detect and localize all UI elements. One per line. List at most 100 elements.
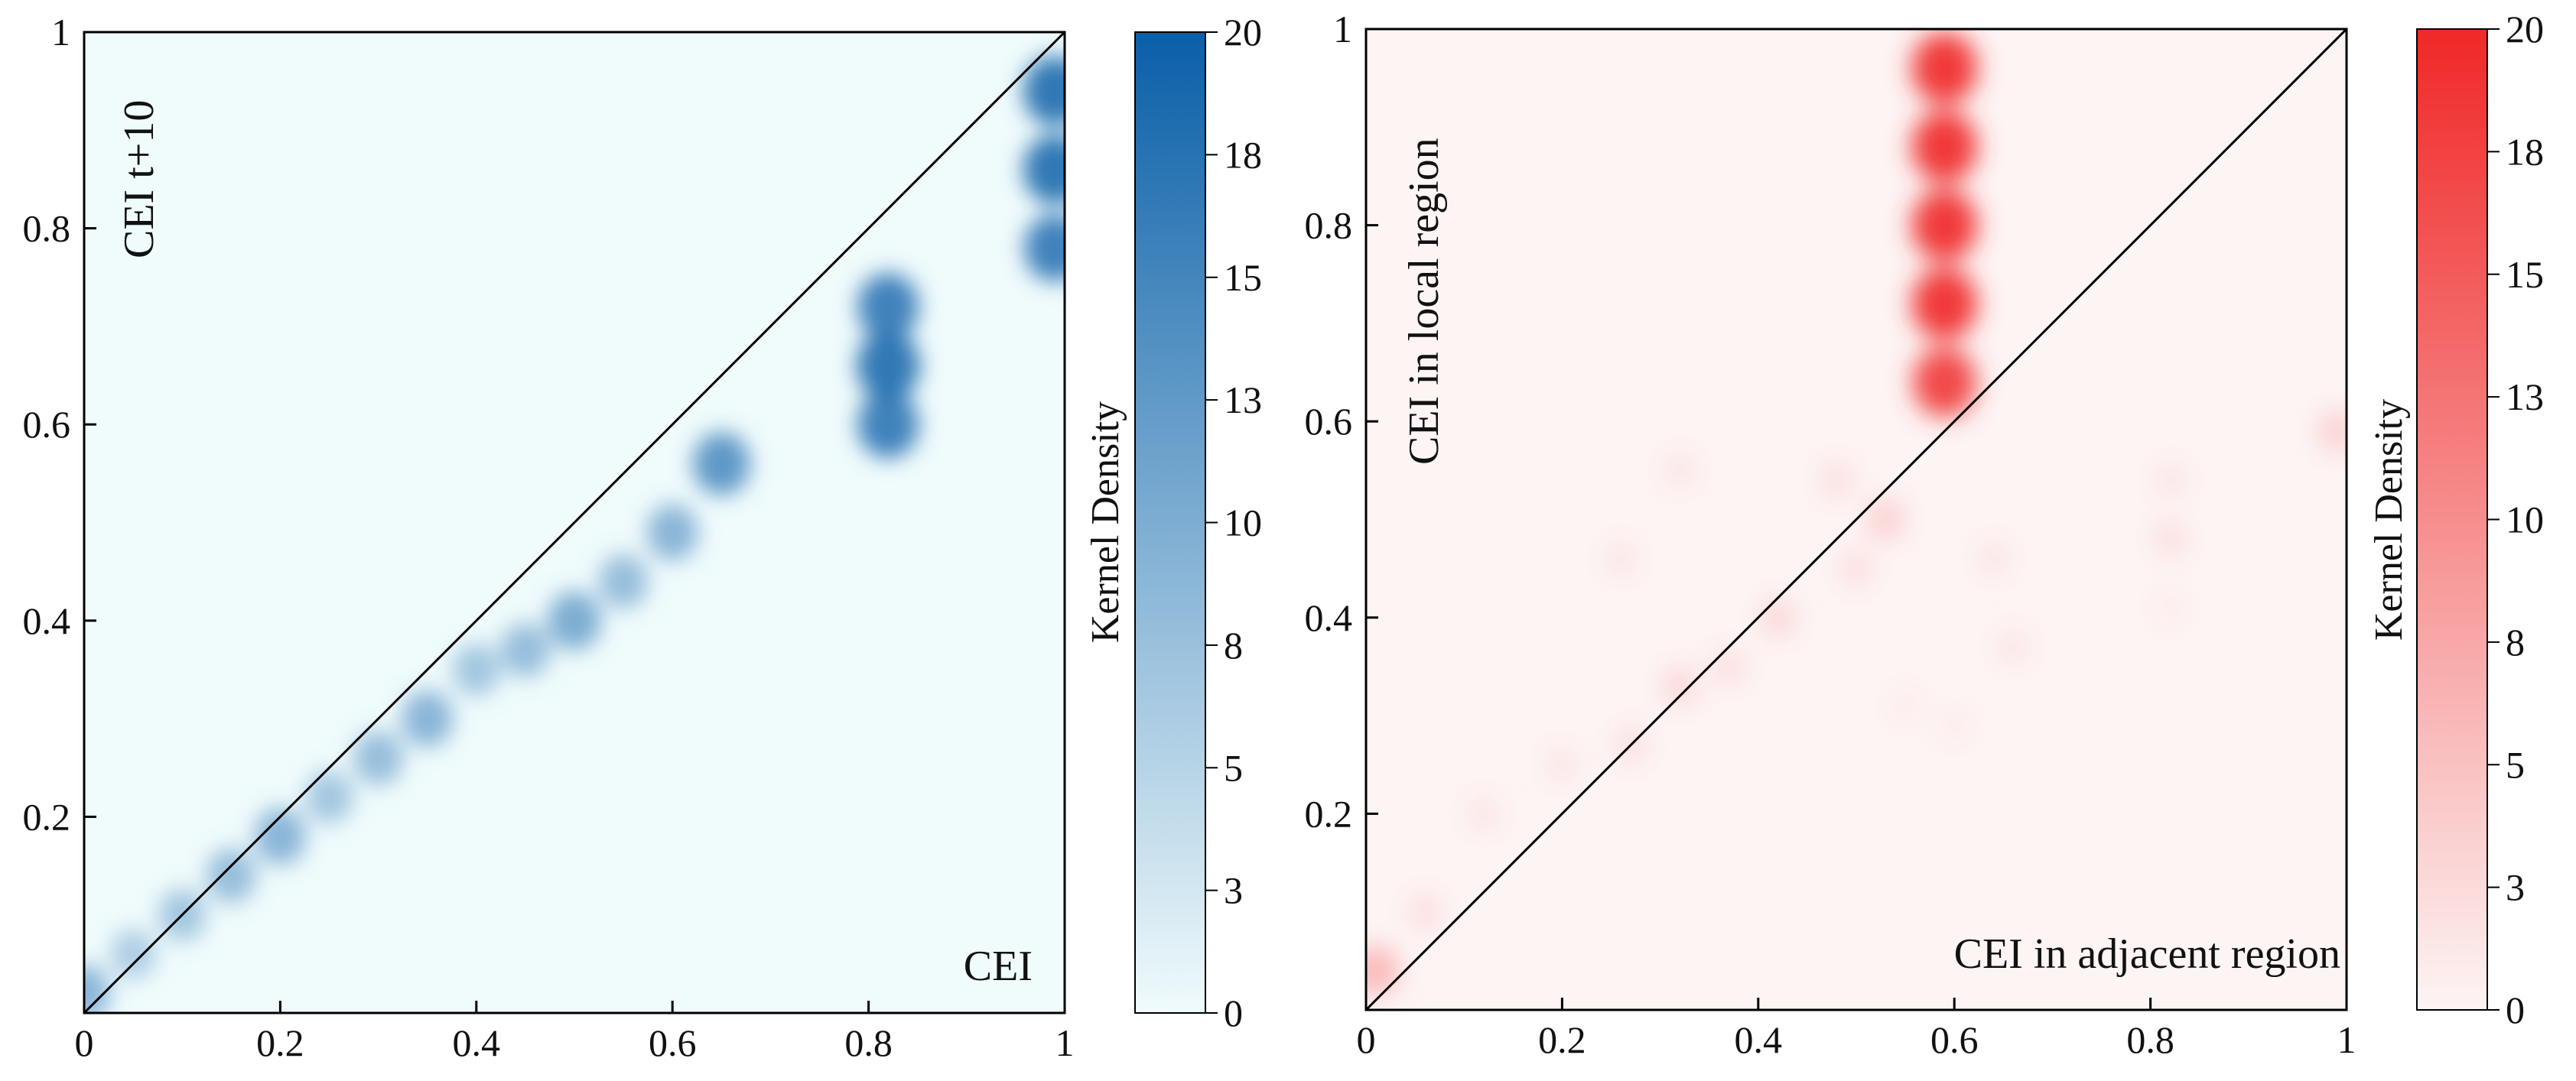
- panel-1-x-tick-label: 0.4: [453, 1021, 501, 1064]
- panel-1-density-point: [110, 929, 156, 979]
- panel-1-y-tick-label: 0.8: [23, 207, 71, 250]
- panel-1-x-tick-label: 0.6: [649, 1021, 697, 1064]
- panel-2-density-point: [1407, 892, 1443, 932]
- panel-2-x-axis-ticks: 0 0.2 0.4 0.6 0.8 1: [1357, 998, 2356, 1061]
- panel-1-colorbar-tick-label: 20: [1224, 11, 1262, 54]
- panel-2-colorbar-tick-label: 8: [2506, 621, 2525, 664]
- panel-1-colorbar-tick-label: 5: [1224, 746, 1243, 789]
- panel-1-density-point: [84, 965, 110, 1013]
- panel-1-x-tick-label: 0.8: [844, 1021, 893, 1064]
- panel-2-colorbar-title: Kernel Density: [2367, 399, 2411, 641]
- panel-2-density-point: [1938, 708, 1970, 743]
- panel-2-density-point: [1911, 189, 1978, 261]
- panel-2-colorbar-tick-label: 15: [2506, 253, 2544, 296]
- panel-1-colorbar-tick-label: 3: [1224, 869, 1243, 912]
- panel-1-density-point: [353, 730, 403, 785]
- panel-2-colorbar-tick-label: 0: [2506, 988, 2525, 1031]
- panel-1-density-layer: [84, 56, 1065, 1013]
- panel-1-density-point: [856, 330, 920, 401]
- panel-1-colorbar-tick-label: 0: [1224, 992, 1243, 1034]
- panel-2: 0 0.2 0.4 0.6 0.8 1 0.2 0.4 0.6 0.8 1 CEI in loca…: [1305, 8, 2545, 1061]
- panel-2-density-point: [2317, 409, 2347, 453]
- panel-2-density-point: [2154, 590, 2186, 625]
- panel-2-diagonal-line: [1364, 28, 2348, 1011]
- panel-2-density-point: [1758, 596, 1797, 638]
- panel-2-x-tick-label: 0.4: [1735, 1018, 1783, 1061]
- panel-2-x-tick-label: 0: [1357, 1018, 1376, 1061]
- panel-2-density-point: [1545, 746, 1579, 784]
- panel-2-colorbar-tick-label: 3: [2506, 866, 2525, 909]
- panel-1-density-point: [1023, 135, 1065, 205]
- panel-1-y-tick-label: 0.6: [23, 403, 71, 446]
- panel-2-y-axis-label: CEI in local region: [1400, 138, 1448, 465]
- panel-1-density-point: [857, 391, 919, 459]
- panel-2-density-point: [1366, 946, 1399, 996]
- panel-2-density-point: [1889, 688, 1921, 723]
- panel-1-y-tick-label: 0.4: [23, 599, 71, 642]
- panel-2-x-tick-label: 1: [2337, 1018, 2356, 1061]
- panel-2-colorbar-tick-label: 13: [2506, 375, 2544, 418]
- panel-1-colorbar-tick-label: 18: [1224, 133, 1262, 176]
- panel-2-y-tick-label: 0.2: [1305, 792, 1353, 835]
- panel-1-density-point: [305, 771, 353, 823]
- panel-1-colorbar: 0 3 5 8 10 13 15 18 20 Kernel Density: [1084, 11, 1262, 1034]
- panel-2-y-tick-label: 0.8: [1305, 204, 1353, 247]
- panel-1-colorbar-tick-label: 10: [1224, 502, 1262, 544]
- panel-1-colorbar-tick-label: 15: [1224, 256, 1262, 299]
- panel-1-density-point: [548, 591, 601, 651]
- panel-1-density-point: [254, 808, 306, 865]
- panel-2-density-point: [1819, 460, 1855, 500]
- panel-1-colorbar-title: Kernel Density: [1084, 401, 1127, 643]
- panel-2-colorbar-tick-label: 5: [2506, 743, 2525, 786]
- panel-2-density-layer: [1366, 32, 2347, 996]
- panel-2-y-tick-label: 1: [1333, 8, 1352, 50]
- panel-2-density-point: [1660, 665, 1699, 707]
- panel-2-density-point: [1996, 628, 2031, 666]
- panel-1-y-axis-ticks: 0.2 0.4 0.6 0.8 1: [23, 11, 96, 838]
- panel-2-y-axis-ticks: 0.2 0.4 0.6 0.8 1: [1305, 8, 1378, 835]
- panel-1-colorbar-ramp: [1134, 31, 1206, 1014]
- panel-2-density-point: [1466, 795, 1501, 833]
- panel-1-density-point: [857, 273, 919, 341]
- panel-2-y-tick-label: 0.4: [1305, 596, 1353, 639]
- panel-1-density-point: [1023, 56, 1065, 126]
- panel-2-density-point: [1911, 110, 1978, 183]
- panel-2-colorbar-ramp: [2416, 28, 2488, 1011]
- panel-1-density-point: [452, 643, 500, 696]
- panel-2-density-point: [1663, 452, 1697, 489]
- panel-2-density-point: [1865, 498, 1906, 541]
- panel-2-density-point: [1911, 268, 1978, 340]
- panel-1-density-point: [598, 553, 649, 609]
- panel-2-colorbar-tick-label: 20: [2506, 8, 2544, 50]
- panel-2-plot-frame: [1364, 28, 2348, 1011]
- panel-1-density-point: [500, 622, 551, 677]
- panel-1-density-point: [1024, 214, 1065, 282]
- panel-2-density-point: [2152, 519, 2188, 559]
- panel-2-density-point: [1976, 540, 2011, 577]
- panel-1-plot-frame: [83, 31, 1066, 1014]
- panel-1-density-point: [207, 848, 256, 903]
- panel-2-x-tick-label: 0.8: [2126, 1018, 2174, 1061]
- panel-1-colorbar-tick-label: 13: [1224, 378, 1262, 421]
- panel-2-colorbar-tick-label: 10: [2506, 498, 2544, 541]
- panel-1-density-point: [402, 690, 454, 748]
- panel-2-colorbar-ticks: 0 3 5 8 10 13 15 18 20: [2487, 8, 2544, 1031]
- panel-2-x-axis-label: CEI in adjacent region: [1954, 930, 2340, 978]
- panel-2-x-tick-label: 0.6: [1930, 1018, 1979, 1061]
- panel-2-density-point: [1711, 647, 1747, 687]
- panel-1-y-axis-label: CEI t+10: [115, 100, 163, 258]
- panel-1-colorbar-tick-label: 8: [1224, 624, 1243, 667]
- panel-1-x-axis-label: CEI: [964, 943, 1033, 990]
- panel-1-diagonal-line: [83, 31, 1066, 1014]
- panel-2-density-point: [1911, 32, 1978, 105]
- panel-1-density-point: [646, 504, 698, 561]
- panel-2-colorbar: 0 3 5 8 10 13 15 18 20 Kernel Density: [2367, 8, 2544, 1031]
- panel-1-x-tick-label: 1: [1055, 1021, 1075, 1064]
- panel-1: 0 0.2 0.4 0.6 0.8 1 0.2 0.4 0.6 0.8 1 CEI t+10 CE…: [23, 11, 1263, 1064]
- panel-1-colorbar-ticks: 0 3 5 8 10 13 15 18 20: [1205, 11, 1262, 1034]
- panel-1-x-tick-label: 0: [75, 1021, 94, 1064]
- panel-1-x-axis-ticks: 0 0.2 0.4 0.6 0.8 1: [75, 1001, 1075, 1064]
- panel-2-density-point: [1838, 549, 1875, 589]
- panel-1-x-tick-label: 0.2: [256, 1021, 304, 1064]
